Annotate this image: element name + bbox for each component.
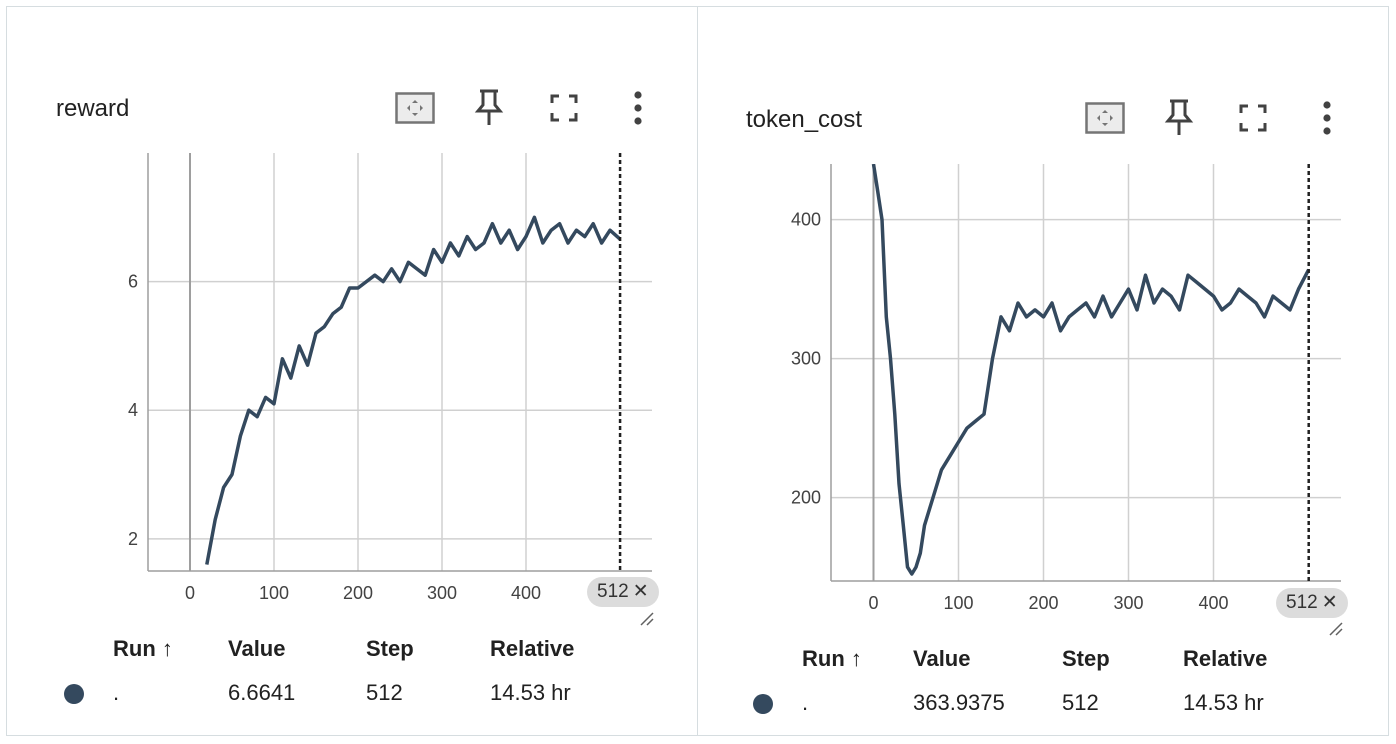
x-tick-label: 300 [1113,593,1143,613]
pin-icon [474,89,504,125]
step-cursor-chip[interactable]: 512 ✕ [1276,588,1348,618]
run-step: 512 [366,680,403,705]
column-header-relative: Relative [1183,646,1268,671]
pin-button[interactable] [1159,98,1199,138]
resize-handle-icon[interactable] [1329,622,1343,636]
run-value: 363.9375 [913,690,1005,715]
token-cost-chart-card: token_cost 200 300 400 0 100 200 300 400 512 ✕ R… [698,6,1388,736]
step-chip-value: 512 [597,581,629,602]
x-tick-label: 0 [185,583,195,603]
x-tick-label: 200 [1028,593,1058,613]
x-tick-label: 100 [943,593,973,613]
resize-handle-icon[interactable] [640,612,654,626]
x-tick-label: 400 [511,583,541,603]
run-relative-time: 14.53 hr [490,680,571,705]
x-tick-label: 0 [868,593,878,613]
pin-button[interactable] [469,88,509,128]
column-header-step: Step [366,636,414,661]
fullscreen-button[interactable] [1233,98,1273,138]
more-vert-icon [634,91,642,125]
series-line [871,164,1311,576]
y-tick-label: 400 [791,210,821,230]
token-cost-line-chart[interactable]: 200 300 400 0 100 200 300 400 [698,6,1388,636]
step-chip-value: 512 [1286,592,1318,613]
fit-domain-button[interactable] [1085,98,1125,138]
column-header-value: Value [228,636,286,661]
run-relative-time: 14.53 hr [1183,690,1264,715]
x-tick-label: 200 [343,583,373,603]
more-options-button[interactable] [1307,98,1347,138]
column-header-step: Step [1062,646,1110,671]
fullscreen-icon [1239,104,1267,132]
more-vert-icon [1323,101,1331,135]
close-icon[interactable]: ✕ [632,581,649,602]
card-title: reward [56,95,130,122]
fit-domain-button[interactable] [395,88,435,128]
reward-chart-card: reward 2 4 6 0 100 200 300 400 512 ✕ Run ↑ Value… [7,6,697,736]
panel-divider [697,6,698,736]
column-header-relative: Relative [490,636,575,661]
run-color-dot [64,684,84,704]
y-tick-label: 300 [791,349,821,369]
x-tick-label: 300 [427,583,457,603]
fit-domain-icon [395,92,435,124]
more-options-button[interactable] [618,88,658,128]
x-tick-label: 400 [1198,593,1228,613]
fullscreen-button[interactable] [544,88,584,128]
fullscreen-icon [550,94,578,122]
close-icon[interactable]: ✕ [1321,592,1338,613]
run-color-dot [753,694,773,714]
column-header-run[interactable]: Run ↑ [802,646,862,671]
run-step: 512 [1062,690,1099,715]
pin-icon [1164,99,1194,135]
series-line [205,215,622,565]
y-tick-label: 6 [128,272,138,292]
run-name: . [113,680,120,705]
x-tick-label: 100 [259,583,289,603]
reward-line-chart[interactable]: 2 4 6 0 100 200 300 400 [7,6,697,626]
column-header-run[interactable]: Run ↑ [113,636,173,661]
run-name: . [802,690,809,715]
y-tick-label: 4 [128,400,138,420]
fit-domain-icon [1085,102,1125,134]
y-tick-label: 2 [128,529,138,549]
step-cursor-chip[interactable]: 512 ✕ [587,577,659,607]
y-tick-label: 200 [791,488,821,508]
run-value: 6.6641 [228,680,296,705]
card-title: token_cost [746,106,863,133]
column-header-value: Value [913,646,971,671]
